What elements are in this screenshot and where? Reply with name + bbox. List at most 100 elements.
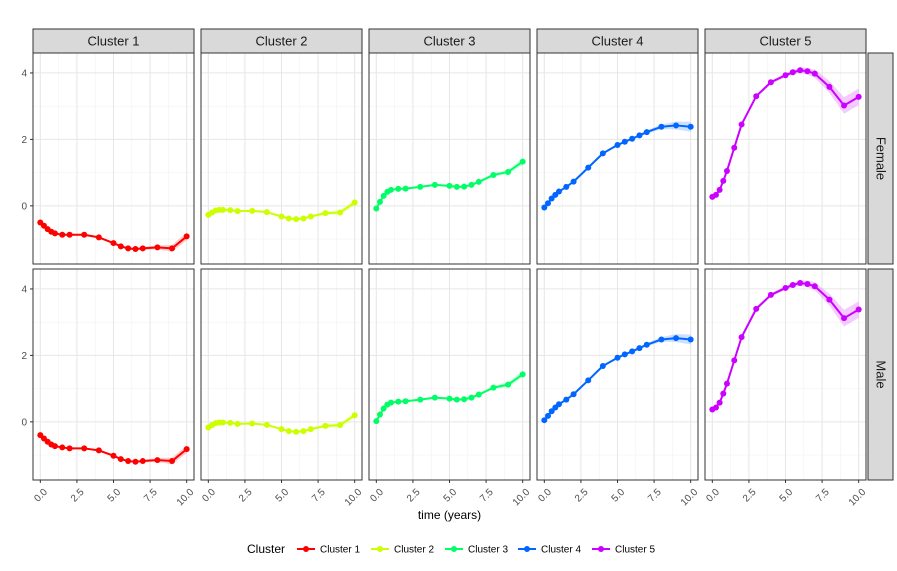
facet-strip-label: Cluster 4 — [591, 34, 643, 49]
data-point — [548, 195, 555, 202]
panel-male-2 — [200, 268, 363, 481]
data-point — [169, 458, 176, 465]
data-point — [826, 83, 833, 90]
data-point — [643, 129, 650, 136]
data-point — [59, 231, 66, 238]
panel-male-1 — [32, 268, 195, 481]
data-point — [183, 446, 190, 453]
data-point — [278, 213, 285, 220]
x-tick-label: 10.0 — [847, 487, 869, 509]
series-cluster-5-female — [709, 67, 862, 200]
data-point — [417, 396, 424, 403]
data-point — [446, 395, 453, 402]
facet-strip-3 — [368, 28, 531, 54]
data-point — [402, 185, 409, 192]
data-point — [154, 244, 161, 251]
data-point — [789, 69, 796, 76]
x-tick-label: 5.0 — [442, 487, 460, 505]
data-point — [475, 391, 482, 398]
data-point — [643, 341, 650, 348]
data-point — [110, 452, 117, 459]
data-point — [804, 68, 811, 75]
panel-female-2 — [200, 52, 363, 265]
legend-key-point — [451, 546, 457, 552]
data-point — [621, 351, 628, 358]
legend-item-5: Cluster 5 — [592, 545, 655, 556]
x-tick-label: 10.0 — [175, 487, 197, 509]
x-tick-label: 5.0 — [274, 487, 292, 505]
y-tick-label: 0 — [21, 201, 27, 212]
data-point — [811, 70, 818, 77]
facet-row-strip-2 — [867, 268, 894, 481]
data-point — [307, 426, 314, 433]
data-point — [169, 245, 176, 252]
data-point — [461, 183, 468, 190]
data-point — [263, 209, 270, 216]
x-tick-label: 5.0 — [610, 487, 628, 505]
legend-item-2: Cluster 2 — [371, 545, 434, 556]
data-point — [285, 215, 292, 222]
data-point — [278, 426, 285, 433]
data-point — [376, 411, 383, 418]
data-point — [66, 231, 73, 238]
data-point — [300, 215, 307, 222]
data-point — [673, 122, 680, 129]
x-tick-label: 5.0 — [778, 487, 796, 505]
data-point — [402, 398, 409, 405]
x-tick-label: 0.0 — [200, 487, 218, 505]
series-cluster-2-female — [205, 199, 358, 223]
data-point — [453, 396, 460, 403]
legend-label: Cluster 3 — [468, 545, 508, 556]
data-point — [95, 447, 102, 454]
data-point — [387, 186, 394, 193]
data-point — [125, 245, 132, 252]
data-point — [95, 234, 102, 241]
facet-strip-5 — [704, 28, 867, 54]
data-point — [782, 72, 789, 79]
data-point — [183, 233, 190, 240]
data-point — [720, 390, 727, 397]
x-tick-label: 2.5 — [237, 487, 255, 505]
data-point — [51, 230, 58, 237]
data-point — [219, 419, 226, 426]
series-cluster-3-female — [373, 158, 526, 212]
data-point — [139, 458, 146, 465]
x-tick-label: 2.5 — [573, 487, 591, 505]
data-point — [716, 399, 723, 406]
data-point — [249, 420, 256, 427]
data-point — [154, 457, 161, 464]
data-point — [841, 315, 848, 322]
data-point — [285, 428, 292, 435]
data-point — [555, 188, 562, 195]
data-point — [804, 280, 811, 287]
legend-key-point — [303, 546, 309, 552]
data-point — [351, 412, 358, 419]
facet-row-label: Male — [874, 360, 889, 388]
data-point — [81, 445, 88, 452]
legend: Cluster Cluster 1 Cluster 2 Cluster 3 Cluste… — [247, 542, 655, 556]
data-point — [841, 102, 848, 109]
facet-strip-label: Cluster 5 — [759, 34, 811, 49]
data-point — [234, 420, 241, 427]
data-point — [614, 142, 621, 149]
data-point — [505, 168, 512, 175]
x-tick-label: 10.0 — [511, 487, 533, 509]
data-point — [548, 408, 555, 415]
data-point — [797, 67, 804, 74]
data-point — [811, 283, 818, 290]
legend-key-point — [377, 546, 383, 552]
data-point — [731, 144, 738, 151]
data-point — [351, 199, 358, 206]
x-tick-label: 2.5 — [405, 487, 423, 505]
panel-border — [200, 52, 363, 265]
data-point — [738, 121, 745, 128]
data-point — [723, 380, 730, 387]
facet-strip-1 — [32, 28, 195, 54]
data-point — [855, 306, 862, 313]
y-tick-label: 4 — [21, 68, 27, 79]
facet-row-label: Female — [874, 137, 889, 180]
data-point — [395, 398, 402, 405]
data-point — [431, 181, 438, 188]
data-point — [712, 191, 719, 198]
series-cluster-1-male — [37, 432, 190, 465]
